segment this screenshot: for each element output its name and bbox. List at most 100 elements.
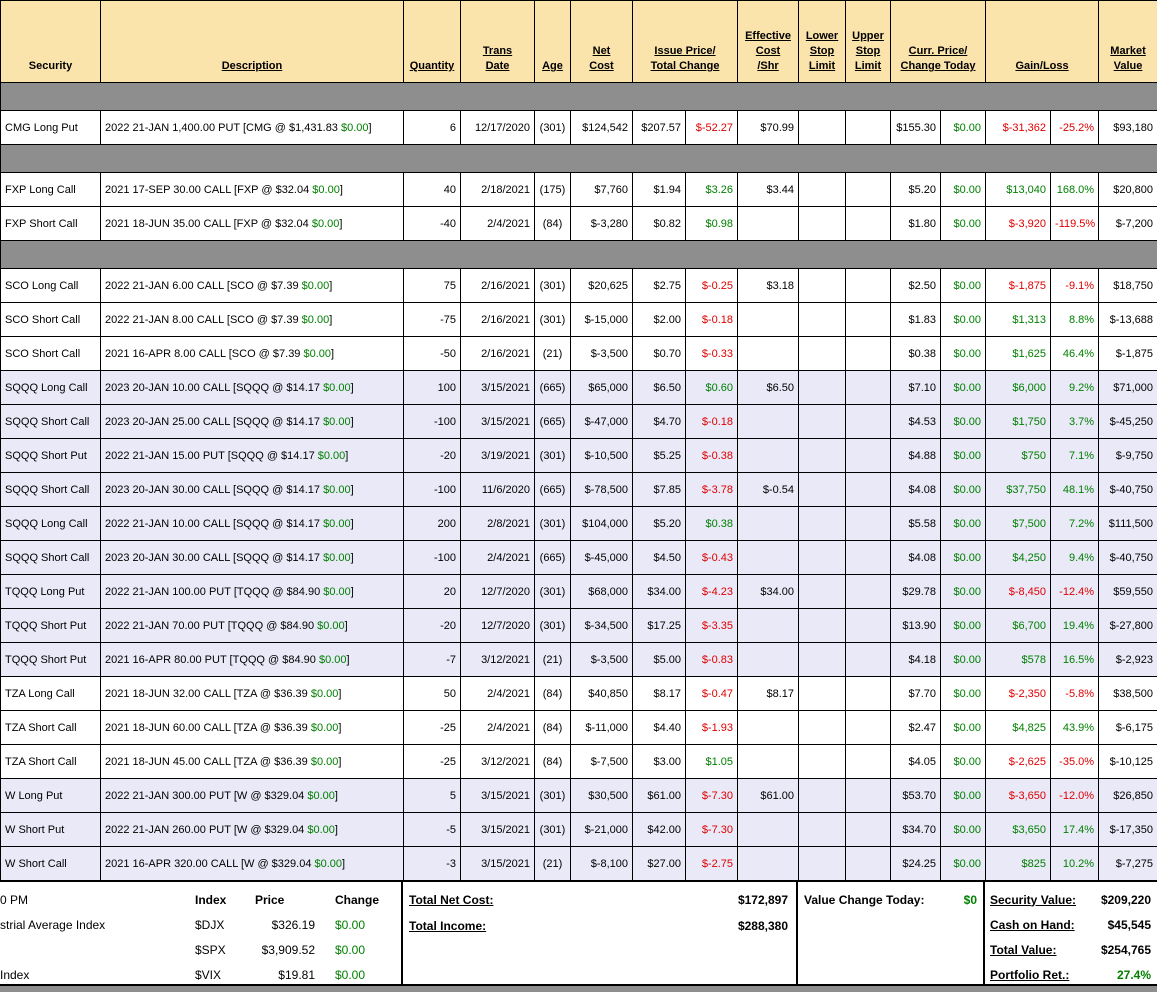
change-today-cell: $0.00 bbox=[940, 642, 987, 677]
description-text: 2022 21-JAN 300.00 PUT [W @ $329.04 bbox=[105, 789, 308, 802]
market-value-label: Market bbox=[1110, 45, 1146, 57]
position-row[interactable]: TZA Short Call 2021 18-JUN 60.00 CALL [TZ… bbox=[0, 710, 1157, 745]
total-change-cell: $-52.27 bbox=[684, 110, 739, 145]
lower-stop-limit-label: Lower bbox=[805, 30, 839, 42]
underlying-change: $0.00 bbox=[311, 217, 340, 230]
position-row[interactable]: CMG Long Put 2022 21-JAN 1,400.00 PUT [CM… bbox=[0, 110, 1157, 145]
issue-price-cell: $4.40 bbox=[632, 710, 686, 745]
net-cost-label: Net bbox=[592, 45, 611, 57]
issue-price-cell: $1.94 bbox=[632, 172, 686, 207]
gain-loss-pct-cell: 48.1% bbox=[1050, 472, 1100, 507]
col-header-description: Description bbox=[100, 0, 404, 83]
effective-cost-shr-label: Cost bbox=[755, 45, 781, 57]
lower-stop-limit-label: Limit bbox=[808, 60, 836, 72]
col-header-age: Age bbox=[534, 0, 571, 83]
quantity-cell: 6 bbox=[403, 110, 461, 145]
description-cell: 2022 21-JAN 70.00 PUT [TQQQ @ $84.90 $0.… bbox=[100, 608, 404, 643]
lower-stop-limit-cell bbox=[798, 676, 847, 711]
position-row[interactable]: SQQQ Short Call 2023 20-JAN 30.00 CALL [S… bbox=[0, 472, 1157, 507]
position-row[interactable]: W Long Put 2022 21-JAN 300.00 PUT [W @ $3… bbox=[0, 778, 1157, 813]
position-row[interactable]: SQQQ Long Call 2023 20-JAN 10.00 CALL [SQ… bbox=[0, 370, 1157, 405]
quantity-cell: 20 bbox=[403, 574, 461, 609]
position-row[interactable]: TQQQ Long Put 2022 21-JAN 100.00 PUT [TQQ… bbox=[0, 574, 1157, 609]
net-cost-cell: $-47,000 bbox=[570, 404, 633, 439]
security-cell: TZA Short Call bbox=[0, 710, 101, 745]
issue-price-cell: $4.70 bbox=[632, 404, 686, 439]
total-change-cell: $0.38 bbox=[684, 506, 739, 541]
position-row[interactable]: SQQQ Short Put 2022 21-JAN 15.00 PUT [SQQ… bbox=[0, 438, 1157, 473]
trans-date-cell: 2/8/2021 bbox=[460, 506, 535, 541]
security-cell: SCO Short Call bbox=[0, 302, 101, 337]
age-cell: (665) bbox=[534, 540, 571, 575]
net-cost-label: Cost bbox=[589, 60, 614, 72]
position-row[interactable]: TZA Long Call 2021 18-JUN 32.00 CALL [TZA… bbox=[0, 676, 1157, 711]
index-row-djx: strial Average Index $DJX $326.19 $0.00 bbox=[0, 912, 397, 937]
issue-price-cell: $5.20 bbox=[632, 506, 686, 541]
upper-stop-limit-cell bbox=[845, 846, 892, 881]
quantity-cell: 40 bbox=[403, 172, 461, 207]
quantity-cell: -50 bbox=[403, 336, 461, 371]
age-cell: (84) bbox=[534, 206, 571, 241]
position-row[interactable]: FXP Long Call 2021 17-SEP 30.00 CALL [FXP… bbox=[0, 172, 1157, 207]
lower-stop-limit-cell bbox=[798, 206, 847, 241]
positions-table: Security Description Quantity Trans Date Age N… bbox=[0, 0, 1157, 881]
net-cost-cell: $104,000 bbox=[570, 506, 633, 541]
description-cell: 2021 18-JUN 35.00 CALL [FXP @ $32.04 $0.… bbox=[100, 206, 404, 241]
upper-stop-limit-cell bbox=[845, 404, 892, 439]
change-today-cell: $0.00 bbox=[940, 506, 987, 541]
upper-stop-limit-cell bbox=[845, 438, 892, 473]
position-row[interactable]: SQQQ Long Call 2022 21-JAN 10.00 CALL [SQ… bbox=[0, 506, 1157, 541]
upper-stop-limit-cell bbox=[845, 778, 892, 813]
position-row[interactable]: W Short Call 2021 16-APR 320.00 CALL [W @… bbox=[0, 846, 1157, 881]
description-text: 2021 16-APR 80.00 PUT [TQQQ @ $84.90 bbox=[105, 653, 319, 666]
market-value-cell: $18,750 bbox=[1098, 268, 1157, 303]
position-row[interactable]: FXP Short Call 2021 18-JUN 35.00 CALL [FX… bbox=[0, 206, 1157, 241]
security-value-value: $209,220 bbox=[1100, 892, 1151, 907]
index-symbol: $VIX bbox=[195, 967, 222, 982]
curr-price-cell: $4.18 bbox=[890, 642, 942, 677]
issue-price-cell: $2.75 bbox=[632, 268, 686, 303]
age-cell: (21) bbox=[534, 846, 571, 881]
description-text: 2023 20-JAN 30.00 CALL [SQQQ @ $14.17 bbox=[105, 551, 324, 564]
position-row[interactable]: SQQQ Short Call 2023 20-JAN 25.00 CALL [S… bbox=[0, 404, 1157, 439]
description-cell: 2021 17-SEP 30.00 CALL [FXP @ $32.04 $0.… bbox=[100, 172, 404, 207]
change-today-cell: $0.00 bbox=[940, 404, 987, 439]
gain-loss-cell: $3,650 bbox=[985, 812, 1052, 847]
curr-price-change-today-label: Change Today bbox=[900, 60, 976, 72]
position-row[interactable]: W Short Put 2022 21-JAN 260.00 PUT [W @ $… bbox=[0, 812, 1157, 847]
effective-cost-cell bbox=[737, 540, 800, 575]
position-row[interactable]: TQQQ Short Put 2021 16-APR 80.00 PUT [TQQ… bbox=[0, 642, 1157, 677]
gain-loss-cell: $825 bbox=[985, 846, 1052, 881]
age-cell: (301) bbox=[534, 302, 571, 337]
trans-date-cell: 2/16/2021 bbox=[460, 336, 535, 371]
value-change-value: $0 bbox=[963, 893, 977, 907]
position-row[interactable]: SCO Short Call 2021 16-APR 8.00 CALL [SCO… bbox=[0, 336, 1157, 371]
curr-price-cell: $1.83 bbox=[890, 302, 942, 337]
trans-date-cell: 3/12/2021 bbox=[460, 744, 535, 779]
change-today-cell: $0.00 bbox=[940, 846, 987, 881]
change-column-header: Change bbox=[335, 892, 380, 907]
change-today-cell: $0.00 bbox=[940, 302, 987, 337]
position-row[interactable]: SCO Short Call 2022 21-JAN 8.00 CALL [SCO… bbox=[0, 302, 1157, 337]
trans-date-cell: 11/6/2020 bbox=[460, 472, 535, 507]
gain-loss-cell: $4,250 bbox=[985, 540, 1052, 575]
market-value-cell: $111,500 bbox=[1098, 506, 1157, 541]
market-value-cell: $-40,750 bbox=[1098, 540, 1157, 575]
position-row[interactable]: SCO Long Call 2022 21-JAN 6.00 CALL [SCO … bbox=[0, 268, 1157, 303]
total-change-cell: $1.05 bbox=[684, 744, 739, 779]
total-change-cell: $0.60 bbox=[684, 370, 739, 405]
index-change: $0.00 bbox=[335, 967, 366, 982]
description-cell: 2023 20-JAN 30.00 CALL [SQQQ @ $14.17 $0… bbox=[100, 472, 404, 507]
market-value-cell: $-7,275 bbox=[1098, 846, 1157, 881]
position-row[interactable]: TQQQ Short Put 2022 21-JAN 70.00 PUT [TQQ… bbox=[0, 608, 1157, 643]
underlying-change: $0.00 bbox=[310, 721, 339, 734]
description-cell: 2022 21-JAN 8.00 CALL [SCO @ $7.39 $0.00… bbox=[100, 302, 404, 337]
position-row[interactable]: TZA Short Call 2021 18-JUN 45.00 CALL [TZ… bbox=[0, 744, 1157, 779]
curr-price-cell: $29.78 bbox=[890, 574, 942, 609]
net-cost-cell: $-3,280 bbox=[570, 206, 633, 241]
upper-stop-limit-cell bbox=[845, 506, 892, 541]
lower-stop-limit-cell bbox=[798, 540, 847, 575]
position-row[interactable]: SQQQ Short Call 2023 20-JAN 30.00 CALL [S… bbox=[0, 540, 1157, 575]
trans-date-label: Date bbox=[485, 60, 510, 72]
gain-loss-pct-cell: 9.2% bbox=[1050, 370, 1100, 405]
